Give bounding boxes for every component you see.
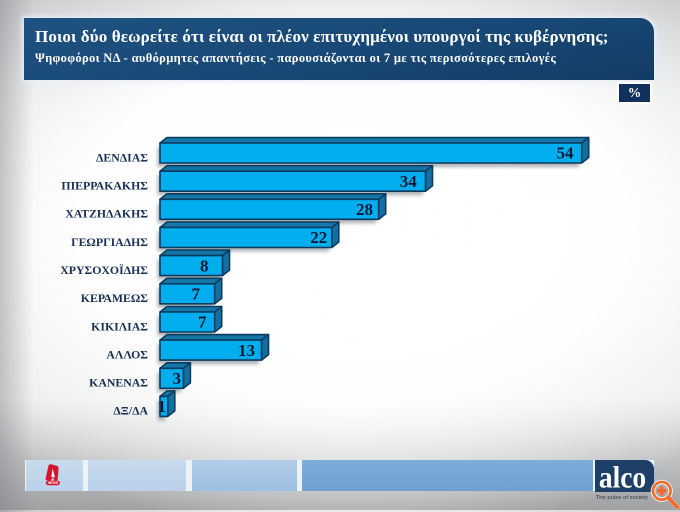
svg-text:8: 8 <box>200 256 209 275</box>
svg-text:ΑΛΛΟΣ: ΑΛΛΟΣ <box>106 347 148 361</box>
svg-text:ΚΕΡΑΜΕΩΣ: ΚΕΡΑΜΕΩΣ <box>81 291 148 305</box>
svg-text:7: 7 <box>198 313 207 332</box>
svg-text:ΔΞ/ΔΑ: ΔΞ/ΔΑ <box>113 404 148 418</box>
svg-text:54: 54 <box>557 144 575 163</box>
svg-text:ΧΑΤΖΗΔΑΚΗΣ: ΧΑΤΖΗΔΑΚΗΣ <box>65 207 148 221</box>
svg-text:22: 22 <box>310 228 327 247</box>
svg-text:28: 28 <box>356 200 373 219</box>
svg-text:13: 13 <box>238 341 255 360</box>
svg-text:ΚΙΚΙΛΙΑΣ: ΚΙΚΙΛΙΑΣ <box>91 319 148 333</box>
svg-text:ΧΡΥΣΟΧΟΪΔΗΣ: ΧΡΥΣΟΧΟΪΔΗΣ <box>60 263 148 277</box>
svg-text:The pulse of society: The pulse of society <box>596 495 648 501</box>
svg-text:ΚΑΝΕΝΑΣ: ΚΑΝΕΝΑΣ <box>89 376 148 390</box>
svg-text:34: 34 <box>400 172 418 191</box>
svg-text:3: 3 <box>173 369 182 388</box>
svg-text:ΠΙΕΡΡΑΚΑΚΗΣ: ΠΙΕΡΡΑΚΑΚΗΣ <box>61 179 148 193</box>
svg-text:ΓΕΩΡΓΙΑΔΗΣ: ΓΕΩΡΓΙΑΔΗΣ <box>71 235 148 249</box>
svg-text:ΔΕΝΔΙΑΣ: ΔΕΝΔΙΑΣ <box>96 150 148 164</box>
svg-text:1: 1 <box>158 397 167 416</box>
svg-text:7: 7 <box>192 285 201 304</box>
svg-text:NEWS: NEWS <box>48 481 59 485</box>
